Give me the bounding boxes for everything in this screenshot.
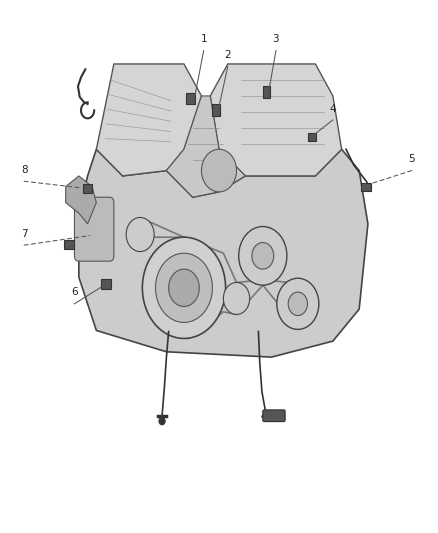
Text: 4: 4: [329, 103, 336, 114]
Text: 1: 1: [200, 34, 207, 44]
Circle shape: [159, 417, 165, 425]
Circle shape: [223, 282, 250, 314]
Polygon shape: [66, 176, 96, 224]
Text: 7: 7: [21, 229, 28, 239]
Text: 6: 6: [71, 287, 78, 297]
Circle shape: [288, 292, 307, 316]
FancyBboxPatch shape: [263, 410, 285, 422]
FancyBboxPatch shape: [212, 104, 219, 116]
Circle shape: [155, 253, 212, 322]
Text: 5: 5: [408, 154, 415, 164]
Polygon shape: [210, 64, 342, 176]
Text: 3: 3: [272, 34, 279, 44]
Circle shape: [252, 243, 274, 269]
Circle shape: [169, 269, 199, 306]
Polygon shape: [96, 64, 201, 176]
FancyBboxPatch shape: [74, 197, 114, 261]
Circle shape: [201, 149, 237, 192]
Polygon shape: [79, 149, 368, 357]
Polygon shape: [166, 96, 245, 197]
Circle shape: [142, 237, 226, 338]
Circle shape: [239, 227, 287, 285]
FancyBboxPatch shape: [83, 184, 92, 193]
Circle shape: [277, 278, 319, 329]
FancyBboxPatch shape: [64, 240, 74, 249]
Circle shape: [126, 217, 154, 252]
FancyBboxPatch shape: [186, 93, 195, 104]
FancyBboxPatch shape: [308, 133, 316, 141]
FancyBboxPatch shape: [263, 86, 271, 98]
FancyBboxPatch shape: [101, 279, 111, 289]
FancyBboxPatch shape: [361, 183, 371, 191]
Text: 8: 8: [21, 165, 28, 175]
Text: 2: 2: [224, 50, 231, 60]
